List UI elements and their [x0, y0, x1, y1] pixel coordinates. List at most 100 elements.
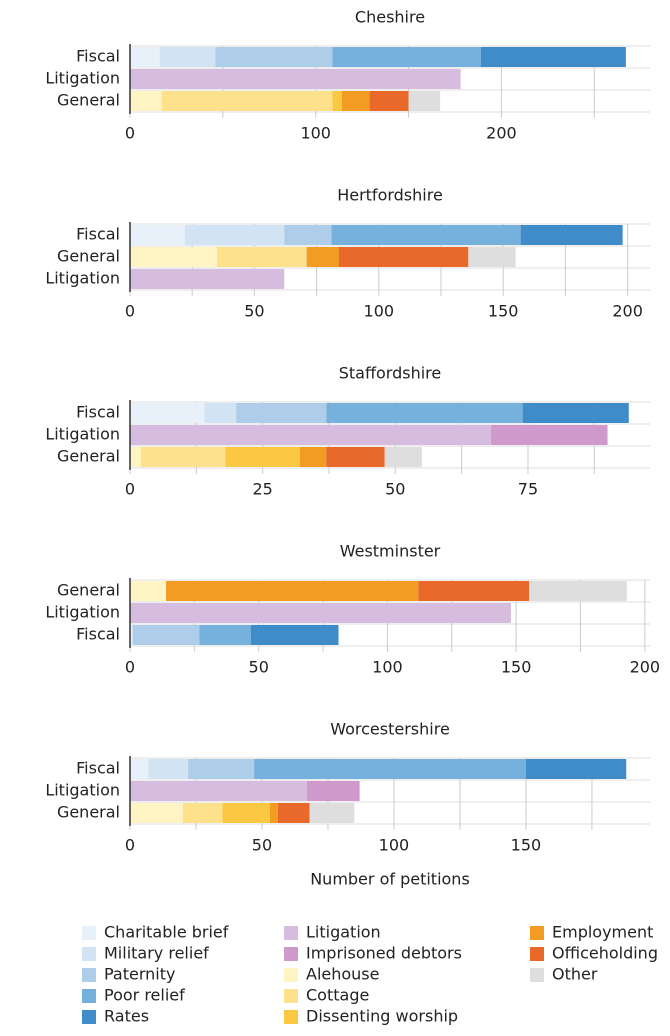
x-tick-label: 150: [488, 302, 519, 321]
bar-segment: [166, 581, 419, 601]
chart-title: Worcestershire: [330, 720, 450, 739]
bar-segment: [130, 625, 133, 645]
y-tick-label: Litigation: [45, 69, 120, 88]
y-tick-label: Fiscal: [76, 225, 120, 244]
bar-segment: [215, 47, 333, 67]
bar-segment: [199, 625, 251, 645]
bar-segment: [184, 225, 285, 245]
legend-swatch: [284, 989, 298, 1003]
bar-segment: [277, 803, 310, 823]
bar-segment: [217, 247, 307, 267]
bar-segment: [130, 447, 141, 467]
bar-segment: [520, 225, 623, 245]
bar-segment: [332, 47, 481, 67]
legend-swatch: [82, 989, 96, 1003]
bar-segment: [188, 759, 255, 779]
bar-segment: [130, 581, 167, 601]
legend-swatch: [530, 926, 544, 940]
bar-segment: [284, 225, 332, 245]
bar-segment: [306, 781, 360, 801]
y-tick-label: Litigation: [45, 781, 120, 800]
y-tick-label: Fiscal: [76, 403, 120, 422]
x-tick-label: 0: [125, 302, 135, 321]
bar-segment: [130, 603, 511, 623]
legend-swatch: [284, 926, 298, 940]
bar-segment: [130, 781, 307, 801]
legend-label: Officeholding: [552, 944, 658, 963]
y-tick-label: Litigation: [45, 269, 120, 288]
y-tick-label: Fiscal: [76, 47, 120, 66]
x-tick-label: 100: [379, 836, 410, 855]
x-tick-label: 50: [244, 302, 264, 321]
y-tick-label: General: [57, 803, 120, 822]
legend-label: Paternity: [104, 965, 175, 984]
chart-title: Cheshire: [355, 8, 425, 27]
x-tick-label: 100: [300, 124, 331, 143]
bar-segment: [236, 403, 327, 423]
bar-segment: [130, 247, 218, 267]
bar-segment: [326, 447, 385, 467]
x-axis-label: Number of petitions: [310, 870, 470, 889]
bar-segment: [490, 425, 608, 445]
bar-segment: [529, 581, 627, 601]
bar-segment: [341, 91, 370, 111]
bar-segment: [161, 91, 333, 111]
x-tick-label: 100: [372, 658, 403, 677]
bar-segment: [369, 91, 409, 111]
x-tick-label: 0: [125, 124, 135, 143]
legend-label: Litigation: [306, 923, 381, 942]
y-tick-label: General: [57, 447, 120, 466]
chart-title: Westminster: [340, 542, 441, 561]
bar-segment: [130, 69, 461, 89]
x-tick-label: 200: [486, 124, 517, 143]
legend-swatch: [284, 968, 298, 982]
legend-swatch: [284, 1010, 298, 1024]
bar-segment: [522, 403, 629, 423]
bar-segment: [525, 759, 627, 779]
chart-title: Staffordshire: [339, 364, 442, 383]
chart-title: Hertfordshire: [337, 186, 443, 205]
legend-swatch: [82, 926, 96, 940]
bar-segment: [269, 803, 278, 823]
x-tick-label: 50: [252, 836, 272, 855]
bar-segment: [159, 47, 216, 67]
y-tick-label: General: [57, 247, 120, 266]
x-tick-label: 150: [501, 658, 532, 677]
legend-label: Cottage: [306, 986, 369, 1005]
y-tick-label: Fiscal: [76, 759, 120, 778]
legend-label: Alehouse: [306, 965, 379, 984]
x-tick-label: 0: [125, 836, 135, 855]
bar-segment: [130, 269, 285, 289]
bar-segment: [250, 625, 339, 645]
x-tick-label: 50: [385, 480, 405, 499]
bar-segment: [222, 803, 270, 823]
bar-segment: [332, 91, 342, 111]
bar-segment: [130, 759, 149, 779]
y-tick-label: Litigation: [45, 603, 120, 622]
bar-segment: [299, 447, 327, 467]
x-tick-label: 50: [249, 658, 269, 677]
x-tick-label: 150: [511, 836, 542, 855]
bar-segment: [204, 403, 237, 423]
legend-swatch: [82, 947, 96, 961]
y-tick-label: General: [57, 581, 120, 600]
legend-swatch: [530, 947, 544, 961]
legend-swatch: [284, 947, 298, 961]
legend-label: Poor relief: [104, 986, 185, 1005]
bar-segment: [331, 225, 521, 245]
bar-segment: [130, 91, 162, 111]
bar-segment: [130, 403, 205, 423]
bar-segment: [130, 225, 185, 245]
legend-label: Dissenting worship: [306, 1007, 458, 1026]
legend-label: Military relief: [104, 944, 209, 963]
legend-swatch: [530, 968, 544, 982]
bar-segment: [132, 625, 200, 645]
legend-swatch: [82, 968, 96, 982]
x-tick-label: 0: [125, 480, 135, 499]
x-tick-label: 25: [252, 480, 272, 499]
legend-label: Employment: [552, 923, 653, 942]
bar-segment: [326, 403, 523, 423]
bar-segment: [225, 447, 300, 467]
legend-label: Imprisoned debtors: [306, 944, 462, 963]
